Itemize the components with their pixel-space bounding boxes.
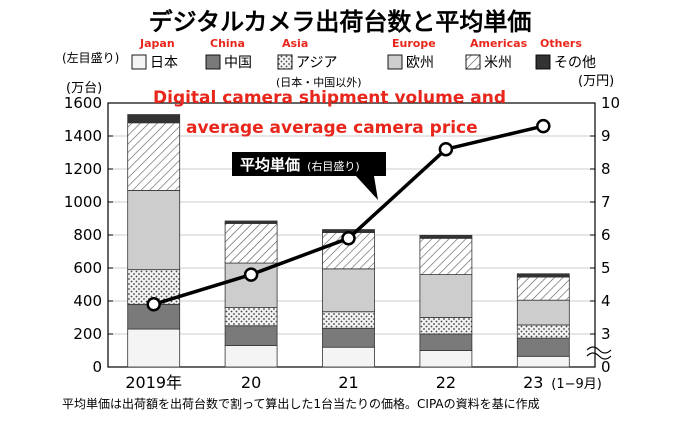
- bar-segment: [419, 350, 473, 368]
- x-tick-label-suffix: (1−9月): [551, 377, 602, 392]
- x-tick-label: 2019年: [125, 373, 182, 392]
- right-tick-label: 5: [601, 259, 611, 277]
- right-tick-label: 4: [601, 292, 611, 310]
- price-point: [536, 118, 551, 134]
- legend-english-label: Japan: [139, 37, 175, 50]
- legend-swatch: [131, 54, 147, 70]
- right-tick-label: 0: [601, 358, 611, 376]
- right-axis-ticks: 0 3 4 5 6 7 8 9 10: [586, 94, 620, 376]
- left-axis-unit: (万台): [66, 81, 102, 96]
- legend-english-label: China: [210, 37, 245, 50]
- right-tick-label: 3: [601, 325, 611, 343]
- legend-swatch: [277, 54, 293, 70]
- bar-segment: [516, 355, 570, 368]
- right-tick-label: 6: [601, 226, 611, 244]
- bar-segment: [516, 324, 570, 339]
- legend-label: 中国: [224, 55, 252, 71]
- right-tick-label: 7: [601, 193, 611, 211]
- bar-segment: [224, 220, 278, 224]
- bar-segment: [127, 114, 181, 124]
- right-tick-label: 8: [601, 160, 611, 178]
- left-tick-label: 400: [73, 292, 102, 310]
- footnote: 平均単価は出荷額を出荷台数で割って算出した1台当たりの価格。CIPAの資料を基に…: [62, 396, 540, 411]
- legend: Japan 日本 China 中国 Asia アジア Europe 欧州 Americas 米州 O…: [131, 37, 596, 71]
- x-tick-label: 21: [338, 373, 358, 392]
- right-axis-unit: (万円): [578, 74, 614, 89]
- right-tick-label: 10: [601, 94, 620, 112]
- bar-segment: [516, 273, 570, 278]
- legend-english-label: Europe: [392, 37, 436, 50]
- bars: [127, 114, 570, 368]
- price-callout: 平均単価 (右目盛り): [232, 152, 386, 200]
- bar-segment: [419, 333, 473, 351]
- bar-segment: [224, 307, 278, 327]
- bar-segment: [419, 317, 473, 335]
- bar-segment: [127, 190, 181, 271]
- x-tick-label: 23: [523, 373, 543, 392]
- chart-title: デジタルカメラ出荷台数と平均単価: [149, 8, 532, 36]
- bar-segment: [322, 346, 375, 368]
- legend-swatch: [465, 54, 481, 70]
- bar-segment: [322, 327, 375, 348]
- bar-segment: [419, 237, 473, 276]
- axis-break-mark: [586, 352, 612, 360]
- x-axis-labels: 2019年 20 21 22 23 (1−9月): [125, 373, 602, 392]
- left-tick-label: 1600: [64, 94, 102, 112]
- legend-english-label: Americas: [470, 37, 528, 50]
- x-tick-label: 20: [241, 373, 261, 392]
- left-tick-label: 0: [92, 358, 102, 376]
- bar-segment: [516, 299, 570, 326]
- legend-label: 米州: [484, 55, 512, 71]
- price-point: [438, 141, 454, 157]
- left-tick-label: 1200: [64, 160, 102, 178]
- legend-swatch: [535, 54, 551, 70]
- legend-note: (日本・中国以外): [276, 75, 362, 89]
- left-tick-label: 200: [73, 325, 102, 343]
- callout-label-small: (右目盛り): [307, 159, 360, 173]
- price-point: [341, 231, 356, 246]
- right-tick-label: 9: [601, 127, 611, 145]
- bar-segment: [419, 234, 473, 239]
- price-points: [146, 118, 551, 312]
- price-point: [146, 297, 161, 312]
- bar-segment: [322, 311, 375, 329]
- callout-label: 平均単価: [240, 156, 300, 174]
- legend-label: その他: [554, 55, 596, 71]
- price-point: [243, 267, 259, 282]
- left-tick-label: 800: [73, 226, 102, 244]
- callout-box: [232, 152, 386, 200]
- legend-english-label: Others: [540, 37, 582, 50]
- legend-swatch: [205, 54, 221, 70]
- bar-segment: [419, 274, 473, 318]
- legend-label: 欧州: [406, 55, 434, 71]
- x-tick-label: 22: [436, 373, 456, 392]
- left-tick-label: 1000: [64, 193, 102, 211]
- left-axis-ticks: 0 200 400 600 800 1000 1200 1400 1600: [64, 94, 113, 376]
- legend-english-label: Asia: [282, 37, 308, 50]
- callout-text: 平均単価 (右目盛り): [240, 155, 360, 174]
- bar-segment: [224, 345, 278, 368]
- bar-segment: [516, 276, 570, 301]
- bar-segment: [127, 122, 181, 191]
- legend-label: アジア: [296, 55, 337, 71]
- left-axis-note: (左目盛り): [62, 50, 119, 65]
- bar-segment: [224, 325, 278, 346]
- left-tick-label: 1400: [64, 127, 102, 145]
- bar-segment: [127, 328, 181, 368]
- legend-swatch: [387, 54, 403, 70]
- left-tick-label: 600: [73, 259, 102, 277]
- english-title-line1: Digital camera shipment volume and: [153, 88, 506, 108]
- english-title-line2: average average camera price: [186, 118, 478, 138]
- bar-segment: [516, 337, 570, 357]
- axis-break-mark: [586, 346, 612, 354]
- legend-label: 日本: [150, 55, 178, 71]
- bar-segment: [322, 268, 375, 313]
- bar-segment: [224, 223, 278, 264]
